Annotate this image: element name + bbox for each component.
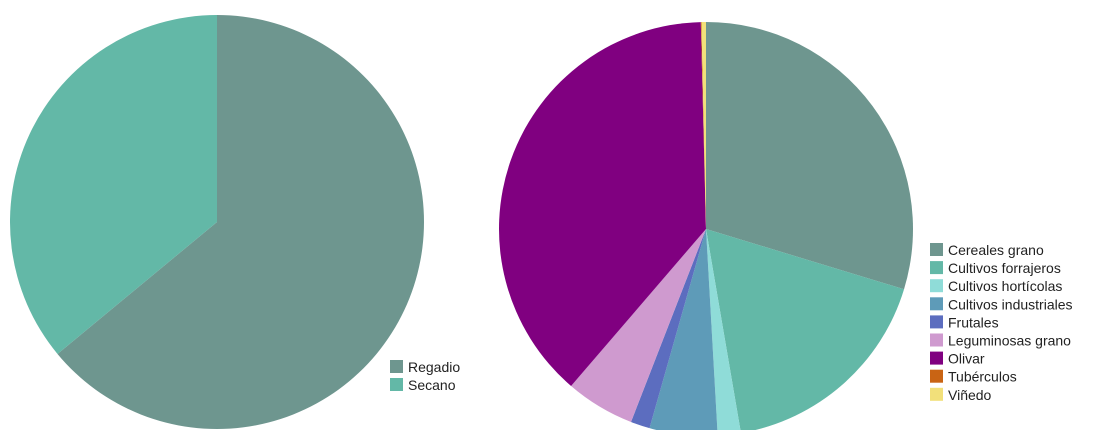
legend-item-frutales: Frutales [930,314,999,330]
legend-item-regadio: Regadio [390,359,460,375]
pie-slice-olivar [498,22,706,386]
legend-swatch-cultivos-horticolas [930,279,943,293]
pie-slice-cultivos-horticolas [706,229,741,435]
legend-label-olivar: Olivar [948,351,985,367]
legend-label-secano: Secano [408,377,456,393]
pie-slice-cereales-grano [706,22,914,290]
legend-item-leguminosas-grano: Leguminosas grano [930,333,1071,349]
legend-label-tuberculos: Tubérculos [948,369,1017,385]
pie-slice-cultivos-forrajeros [706,229,905,434]
legend-swatch-leguminosas-grano [930,333,943,347]
legend-label-regadio: Regadio [408,359,460,375]
pie-slice-tuberculos [700,22,706,230]
legend-item-olivar: Olivar [930,351,985,367]
pie-slice-vinedo [701,22,706,229]
legend-irrigation: Regadio Secano [390,359,460,393]
legend-item-cereales-grano: Cereales grano [930,242,1044,258]
legend-swatch-tuberculos [930,369,943,383]
pie-chart-crops [498,22,914,435]
legend-swatch-cultivos-industriales [930,297,943,311]
pie-slice-secano [10,15,218,354]
legend-swatch-vinedo [930,387,943,401]
pie-slice-regadio [57,15,425,430]
legend-label-leguminosas-grano: Leguminosas grano [948,333,1071,349]
pie-chart-irrigation [10,15,425,430]
legend-item-tuberculos: Tubérculos [930,369,1017,385]
pie-slice-leguminosas-grano [571,229,706,422]
legend-label-frutales: Frutales [948,314,999,330]
legend-item-cultivos-forrajeros: Cultivos forrajeros [930,260,1061,276]
legend-swatch-frutales [930,315,943,329]
legend-item-cultivos-horticolas: Cultivos hortícolas [930,278,1062,294]
legend-swatch-secano [390,378,403,391]
legend-swatch-cultivos-forrajeros [930,261,943,275]
legend-swatch-olivar [930,351,943,365]
legend-label-cereales-grano: Cereales grano [948,242,1044,258]
legend-label-cultivos-forrajeros: Cultivos forrajeros [948,260,1061,276]
legend-swatch-regadio [390,360,403,373]
legend-crops: Cereales grano Cultivos forrajeros Cultivo… [930,242,1073,403]
legend-swatch-cereales-grano [930,243,943,256]
legend-item-vinedo: Viñedo [930,387,992,403]
pie-slice-cultivos-industriales [649,229,718,435]
pie-slice-frutales [631,229,706,429]
legend-item-cultivos-industriales: Cultivos industriales [930,296,1073,312]
legend-label-cultivos-industriales: Cultivos industriales [948,296,1073,312]
legend-label-vinedo: Viñedo [948,387,992,403]
legend-label-cultivos-horticolas: Cultivos hortícolas [948,278,1062,294]
legend-item-secano: Secano [390,377,456,393]
